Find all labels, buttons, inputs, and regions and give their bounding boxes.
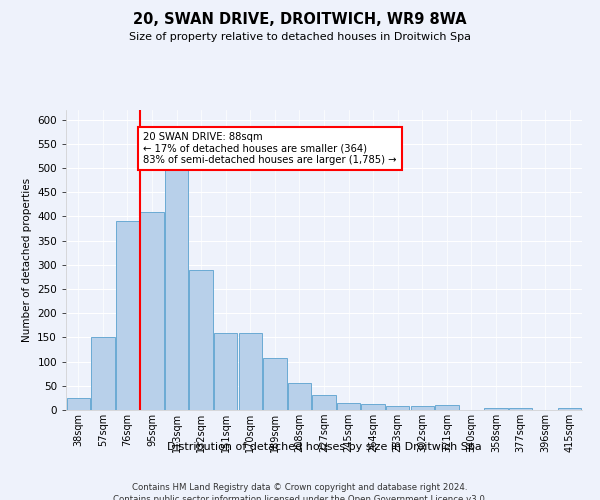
Text: Contains HM Land Registry data © Crown copyright and database right 2024.
Contai: Contains HM Land Registry data © Crown c… bbox=[113, 482, 487, 500]
Text: 20, SWAN DRIVE, DROITWICH, WR9 8WA: 20, SWAN DRIVE, DROITWICH, WR9 8WA bbox=[133, 12, 467, 28]
Bar bbox=[165, 168, 188, 410]
Bar bbox=[214, 332, 238, 410]
Bar bbox=[91, 338, 115, 410]
Bar bbox=[190, 270, 213, 410]
Y-axis label: Number of detached properties: Number of detached properties bbox=[22, 178, 32, 342]
Bar bbox=[67, 398, 90, 410]
Bar bbox=[509, 408, 532, 410]
Bar bbox=[484, 408, 508, 410]
Text: Distribution of detached houses by size in Droitwich Spa: Distribution of detached houses by size … bbox=[167, 442, 481, 452]
Bar bbox=[386, 406, 409, 410]
Bar bbox=[140, 212, 164, 410]
Bar bbox=[288, 384, 311, 410]
Bar bbox=[263, 358, 287, 410]
Bar bbox=[116, 222, 139, 410]
Bar bbox=[361, 404, 385, 410]
Bar bbox=[239, 332, 262, 410]
Text: 20 SWAN DRIVE: 88sqm
← 17% of detached houses are smaller (364)
83% of semi-deta: 20 SWAN DRIVE: 88sqm ← 17% of detached h… bbox=[143, 132, 397, 165]
Bar bbox=[558, 408, 581, 410]
Bar bbox=[410, 406, 434, 410]
Bar bbox=[337, 402, 360, 410]
Text: Size of property relative to detached houses in Droitwich Spa: Size of property relative to detached ho… bbox=[129, 32, 471, 42]
Bar bbox=[313, 396, 335, 410]
Bar bbox=[435, 405, 458, 410]
